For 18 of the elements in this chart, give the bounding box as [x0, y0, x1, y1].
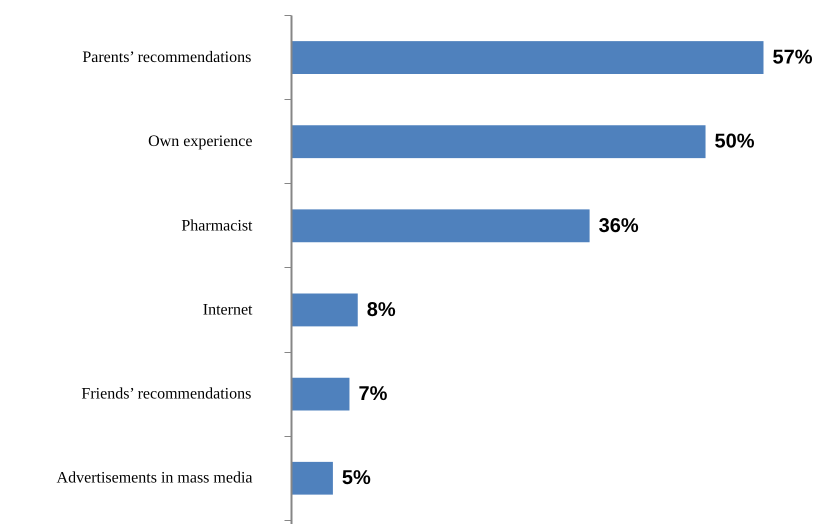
y-tick-label: Parents’ recommendations: [82, 49, 252, 66]
y-tick-label: Pharmacist: [181, 217, 254, 234]
bar: [292, 41, 764, 74]
bar: [292, 294, 358, 326]
y-tick-label: Own experience: [148, 133, 252, 150]
y-tick-label: Advertisements in mass media: [56, 470, 253, 487]
data-label: 57%: [772, 46, 813, 69]
data-label: 50%: [714, 130, 755, 153]
data-label: 36%: [598, 214, 639, 237]
data-label: 8%: [366, 298, 396, 321]
y-tick-label: Friends’ recommendations: [81, 386, 252, 403]
y-tick-label: Internet: [202, 301, 254, 318]
bar: [292, 462, 333, 495]
bar: [292, 378, 350, 410]
bar: [292, 209, 590, 242]
data-label: 5%: [342, 467, 372, 490]
data-label: 7%: [358, 383, 388, 406]
bar: [292, 125, 706, 158]
